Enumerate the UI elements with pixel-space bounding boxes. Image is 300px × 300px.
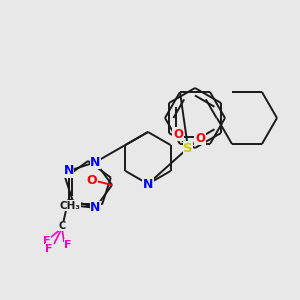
Text: N: N <box>90 201 100 214</box>
Text: O: O <box>173 128 183 140</box>
Text: N: N <box>143 178 153 190</box>
Text: F: F <box>43 236 51 246</box>
Text: C: C <box>58 221 66 231</box>
Text: O: O <box>195 131 205 145</box>
Text: N: N <box>63 164 74 177</box>
Text: S: S <box>183 142 193 154</box>
Text: F: F <box>45 244 53 254</box>
Text: CH₃: CH₃ <box>60 201 81 211</box>
Text: N: N <box>90 156 100 169</box>
Text: F: F <box>64 240 72 250</box>
Text: O: O <box>87 175 97 188</box>
